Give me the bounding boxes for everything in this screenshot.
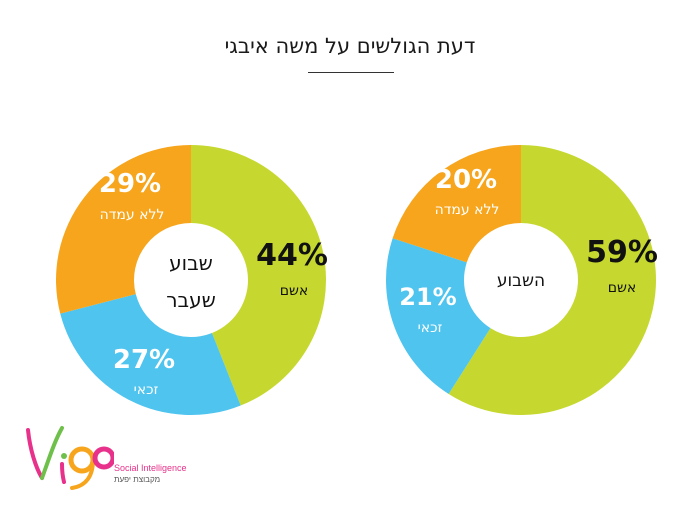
slice-no-opinion-percent: 20%: [435, 165, 497, 195]
slice-innocent-label: זכאי: [418, 320, 443, 336]
slice-guilty-label: אשם: [608, 280, 637, 296]
slice-no-opinion: [55, 145, 191, 314]
slice-innocent: [386, 238, 491, 394]
slice-no-opinion: [392, 145, 521, 263]
slice-guilty-label: אשם: [280, 283, 309, 299]
slice-no-opinion-label: ללא עמדה: [100, 207, 165, 223]
slice-no-opinion-label: ללא עמדה: [435, 202, 500, 218]
logo-subtitle: מקבוצת יפעת: [114, 475, 161, 484]
donut-center-label: שבוע: [169, 251, 213, 275]
slice-innocent-label: זכאי: [134, 382, 159, 398]
slice-innocent-percent: 21%: [399, 283, 456, 311]
slice-no-opinion-percent: 29%: [99, 169, 161, 199]
donut-center-label: השבוע: [497, 271, 545, 291]
logo: Social Intelligence מקבוצת יפעת: [22, 420, 187, 495]
vigo-logo-icon: [26, 426, 116, 490]
slice-guilty: [448, 145, 657, 415]
logo-tagline: Social Intelligence: [114, 463, 187, 473]
donut-chart-this-week: 59% אשם 21% זכאי 20% ללא עמדה השבוע: [386, 145, 658, 415]
page-title: דעת הגולשים על משה איבגי: [224, 34, 476, 58]
slice-guilty-percent: 59%: [586, 235, 658, 270]
slice-innocent-percent: 27%: [113, 345, 175, 375]
donut-chart-last-week: 44% אשם 27% זכאי 29% ללא עמדה שבוע שעבר: [55, 145, 328, 415]
slice-guilty-percent: 44%: [256, 238, 328, 273]
slice-innocent: [60, 294, 241, 415]
title-divider: [308, 72, 394, 73]
slice-guilty: [191, 145, 327, 406]
donut-center-label: שעבר: [166, 288, 216, 312]
